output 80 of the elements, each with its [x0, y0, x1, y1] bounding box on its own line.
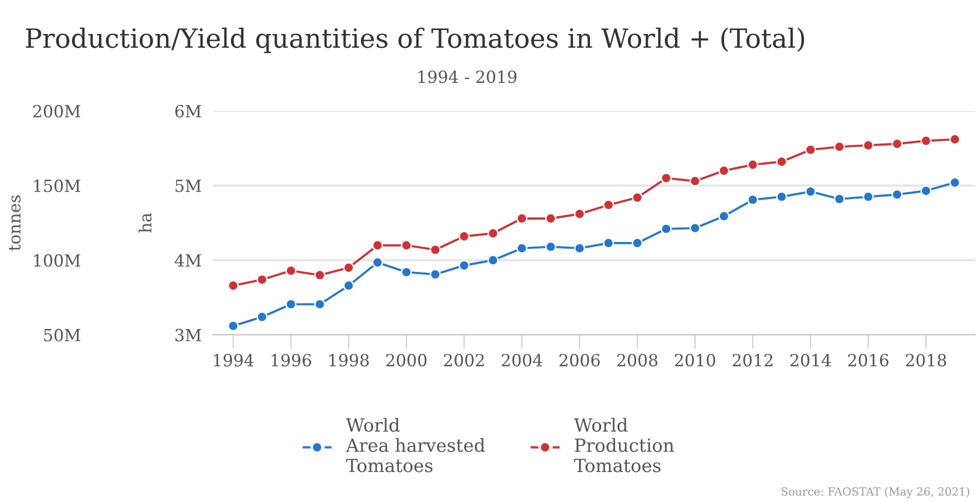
point — [430, 268, 441, 280]
point — [862, 140, 874, 151]
y2-tick-label: 3M — [175, 328, 202, 342]
point — [343, 262, 354, 274]
point — [892, 138, 903, 150]
point — [314, 298, 326, 310]
point — [776, 156, 788, 168]
y2-tick-label: 4M — [174, 254, 202, 267]
point — [920, 185, 932, 196]
point — [516, 242, 528, 254]
x-tick-label: 2010 — [674, 354, 716, 366]
point — [574, 242, 586, 254]
point — [458, 260, 470, 271]
point — [892, 188, 903, 200]
x-tick-label: 1998 — [329, 354, 369, 366]
point — [602, 237, 614, 249]
point — [689, 222, 701, 234]
x-tick-label: 2006 — [560, 354, 600, 366]
point — [834, 141, 845, 152]
point — [804, 144, 816, 156]
point — [920, 135, 932, 146]
point — [834, 193, 845, 205]
point — [632, 237, 643, 249]
point — [660, 172, 672, 184]
point — [285, 265, 296, 276]
point — [747, 194, 758, 206]
y-tick-label: 200M — [33, 104, 80, 118]
point — [545, 212, 556, 224]
point — [949, 177, 960, 188]
y2-tick-label: 5M — [176, 180, 202, 192]
point — [660, 223, 672, 234]
y2-tick-label: 6M — [175, 104, 202, 118]
point — [516, 212, 528, 224]
point — [747, 159, 758, 170]
point — [632, 192, 643, 204]
point — [718, 165, 730, 176]
point — [487, 254, 499, 266]
point — [228, 320, 239, 332]
point — [343, 280, 354, 292]
y-axis-title: tonnes — [9, 195, 21, 251]
legend-label: World Production Tomatoes — [574, 418, 674, 472]
chart-title: Production/Yield quantities of Tomatoes in World + (Total) — [26, 28, 804, 54]
point — [285, 298, 296, 310]
y-tick-label: 150M — [34, 180, 80, 192]
point — [804, 186, 816, 198]
point — [487, 228, 499, 239]
y2-axis-title: ha — [138, 213, 152, 233]
x-tick-label: 2016 — [848, 354, 888, 366]
chart-subtitle: 1994 - 2019 — [418, 70, 516, 84]
x-tick-label: 2012 — [732, 354, 772, 366]
y-tick-label: 100M — [34, 254, 80, 267]
point — [256, 311, 268, 322]
point — [314, 270, 326, 281]
point — [400, 240, 412, 251]
point — [458, 230, 470, 242]
source-note: Source: FAOSTAT (May 26, 2021) — [782, 487, 970, 498]
point — [372, 256, 384, 268]
point — [228, 280, 239, 292]
x-tick-label: 2008 — [617, 354, 658, 366]
point — [602, 199, 614, 211]
point — [372, 240, 384, 251]
x-tick-label: 2000 — [386, 354, 426, 366]
x-tick-label: 2014 — [790, 354, 831, 366]
point — [776, 191, 788, 202]
point — [689, 176, 701, 187]
x-tick-label: 1994 — [214, 354, 254, 366]
point — [718, 210, 730, 222]
x-tick-label: 1996 — [272, 354, 312, 366]
point — [545, 241, 556, 252]
x-tick-label: 2004 — [502, 354, 542, 366]
point — [256, 274, 268, 286]
point — [949, 134, 960, 145]
point — [400, 266, 412, 278]
point — [862, 191, 874, 202]
x-tick-label: 2002 — [444, 354, 484, 366]
y-tick-label: 50M — [44, 328, 80, 342]
point — [574, 208, 586, 220]
legend-label: World Area harvested Tomatoes — [346, 418, 485, 472]
x-tick-label: 2018 — [906, 354, 946, 366]
point — [430, 244, 441, 256]
